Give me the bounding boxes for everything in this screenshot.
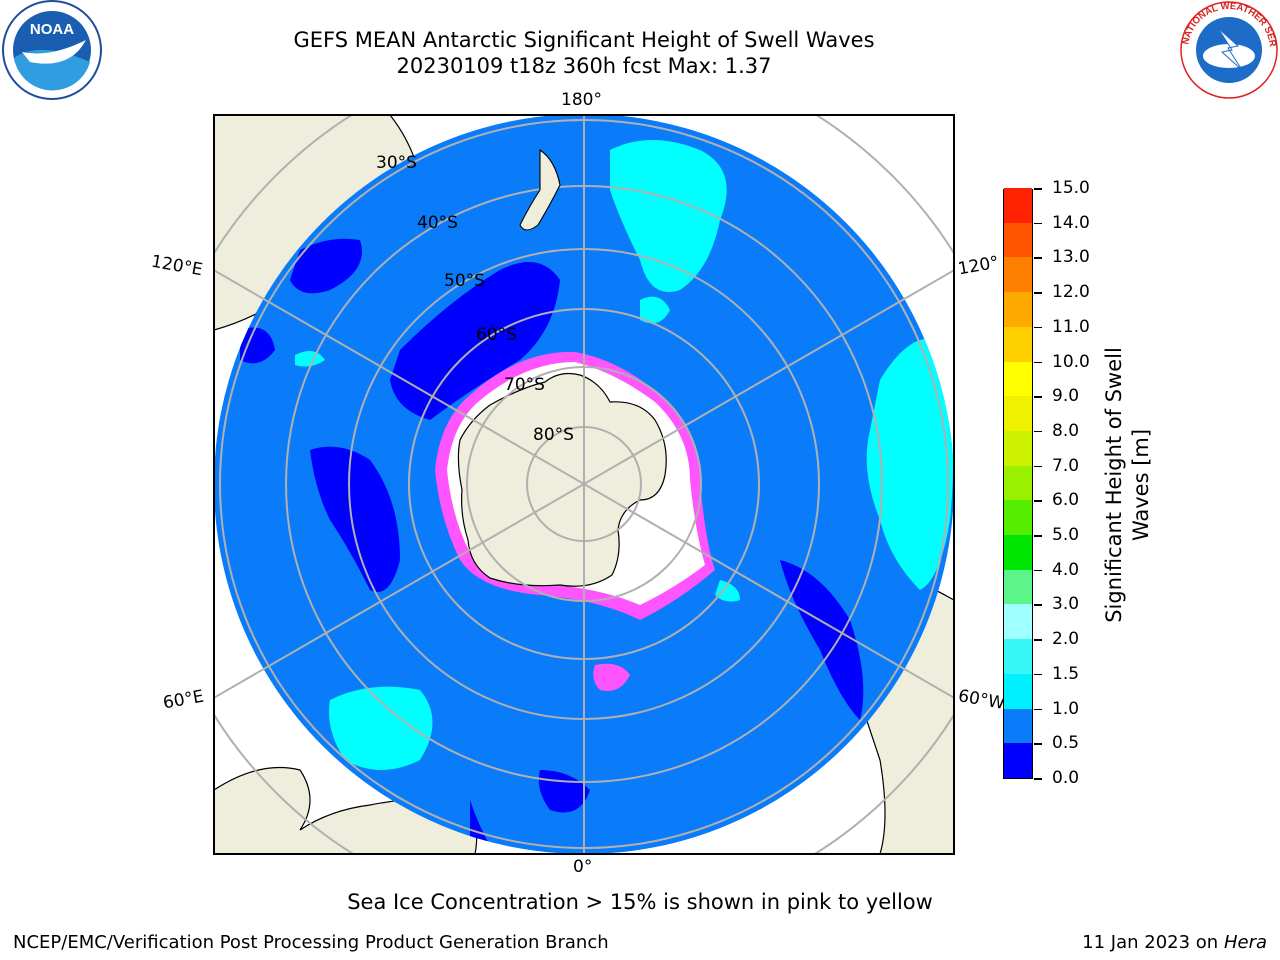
chart-title: GEFS MEAN Antarctic Significant Height o… — [293, 28, 875, 52]
colorbar-tick-label: 12.0 — [1052, 282, 1090, 303]
colorbar-tick-label: 8.0 — [1052, 420, 1080, 441]
chart-subtitle: 20230109 t18z 360h fcst Max: 1.37 — [396, 54, 772, 78]
moderate-swell-region — [866, 338, 954, 590]
colorbar-tick-label: 10.0 — [1052, 351, 1090, 372]
colorbar-cell — [1004, 534, 1032, 570]
colorbar-cell — [1004, 638, 1032, 674]
footer-host: Hera — [1223, 932, 1267, 953]
colorbar-tick — [1034, 430, 1042, 433]
colorbar-tick — [1034, 396, 1042, 398]
lat-label-60s: 60°S — [476, 325, 517, 345]
colorbar-tick-label: 6.0 — [1052, 490, 1080, 511]
lat-label-80s: 80°S — [533, 425, 574, 445]
footer-right: 11 Jan 2023 on Hera — [1082, 932, 1267, 953]
sea-ice-note: Sea Ice Concentration > 15% is shown in … — [347, 890, 933, 914]
colorbar-tick-label: 14.0 — [1052, 212, 1090, 233]
colorbar-tick — [1034, 673, 1042, 676]
colorbar-title-line1: Significant Height of Swell — [1102, 347, 1126, 623]
colorbar-tick — [1034, 188, 1042, 190]
lat-label-50s: 50°S — [444, 271, 485, 291]
low-swell-region — [310, 446, 400, 592]
noaa-logo: NOAA — [2, 0, 102, 100]
colorbar-cell — [1004, 499, 1032, 536]
low-swell-region — [240, 327, 275, 364]
colorbar-tick-label: 2.0 — [1052, 629, 1080, 650]
colorbar-tick-label: 15.0 — [1052, 178, 1090, 198]
colorbar-tick — [1034, 257, 1042, 259]
lat-label-70s: 70°S — [504, 375, 545, 395]
colorbar-cell — [1004, 326, 1032, 362]
low-swell-region — [780, 560, 864, 720]
colorbar-tick-label: 5.0 — [1052, 525, 1080, 546]
colorbar-cell — [1004, 291, 1032, 327]
colorbar-tick-label: 0.5 — [1052, 733, 1080, 754]
colorbar-tick — [1034, 465, 1042, 468]
footer-date: 11 Jan 2023 on — [1082, 932, 1224, 953]
colorbar-cell — [1004, 673, 1032, 709]
colorbar-tick — [1034, 743, 1042, 745]
colorbar-tick — [1034, 604, 1042, 606]
noaa-logo-text: NOAA — [30, 21, 74, 38]
colorbar-cell — [1004, 430, 1032, 466]
moderate-swell-region — [295, 351, 325, 367]
colorbar-tick-label: 4.0 — [1052, 559, 1080, 580]
map-frame — [213, 114, 955, 855]
low-swell-region — [290, 238, 362, 294]
colorbar-tick — [1034, 292, 1042, 294]
footer-left: NCEP/EMC/Verification Post Processing Pr… — [13, 932, 609, 953]
colorbar-tick — [1034, 500, 1042, 502]
lat-label-40s: 40°S — [417, 213, 458, 233]
colorbar-tick-label: 0.0 — [1052, 768, 1080, 788]
lon-label-top: 180° — [561, 90, 602, 110]
colorbar-tick-label: 13.0 — [1052, 247, 1090, 268]
colorbar-tick-label: 11.0 — [1052, 316, 1090, 337]
colorbar-cell — [1004, 708, 1032, 744]
colorbar-cell — [1004, 395, 1032, 431]
colorbar-tick-label: 7.0 — [1052, 455, 1080, 476]
colorbar-cell — [1004, 187, 1032, 223]
colorbar-cell — [1004, 256, 1032, 293]
colorbar-tick — [1034, 708, 1042, 711]
lat-label-30s: 30°S — [376, 153, 417, 173]
colorbar-tick — [1034, 778, 1042, 780]
colorbar-cell — [1004, 465, 1032, 501]
low-swell-region — [390, 262, 560, 420]
colorbar-cell — [1004, 569, 1032, 605]
nws-logo: NATIONAL WEATHER SERVICE — [1178, 0, 1278, 99]
colorbar-tick — [1034, 222, 1042, 225]
colorbar-tick-label: 1.0 — [1052, 698, 1080, 719]
colorbar-cell — [1004, 603, 1032, 640]
colorbar-tick — [1034, 326, 1042, 329]
colorbar — [1003, 187, 1033, 779]
colorbar-title: Significant Height of Swell Waves [m] — [1101, 347, 1155, 623]
colorbar-tick — [1034, 569, 1042, 572]
graticule — [214, 115, 954, 854]
colorbar-tick-label: 9.0 — [1052, 386, 1080, 407]
colorbar-cell — [1004, 361, 1032, 397]
moderate-swell-region — [610, 140, 727, 292]
colorbar-tick-label: 3.0 — [1052, 594, 1080, 615]
colorbar-tick — [1034, 361, 1042, 364]
moderate-swell-region — [640, 296, 670, 324]
sea-ice-patch — [593, 663, 630, 691]
moderate-swell-region — [329, 686, 433, 770]
colorbar-tick — [1034, 639, 1042, 641]
colorbar-tick — [1034, 535, 1042, 537]
colorbar-cell — [1004, 742, 1032, 778]
colorbar-cell — [1004, 222, 1032, 258]
colorbar-title-line2: Waves [m] — [1129, 428, 1153, 542]
land-new-zealand — [519, 148, 561, 231]
moderate-swell-region — [715, 580, 740, 602]
colorbar-tick-label: 1.5 — [1052, 663, 1080, 684]
lon-label-bottom: 0° — [573, 857, 593, 877]
